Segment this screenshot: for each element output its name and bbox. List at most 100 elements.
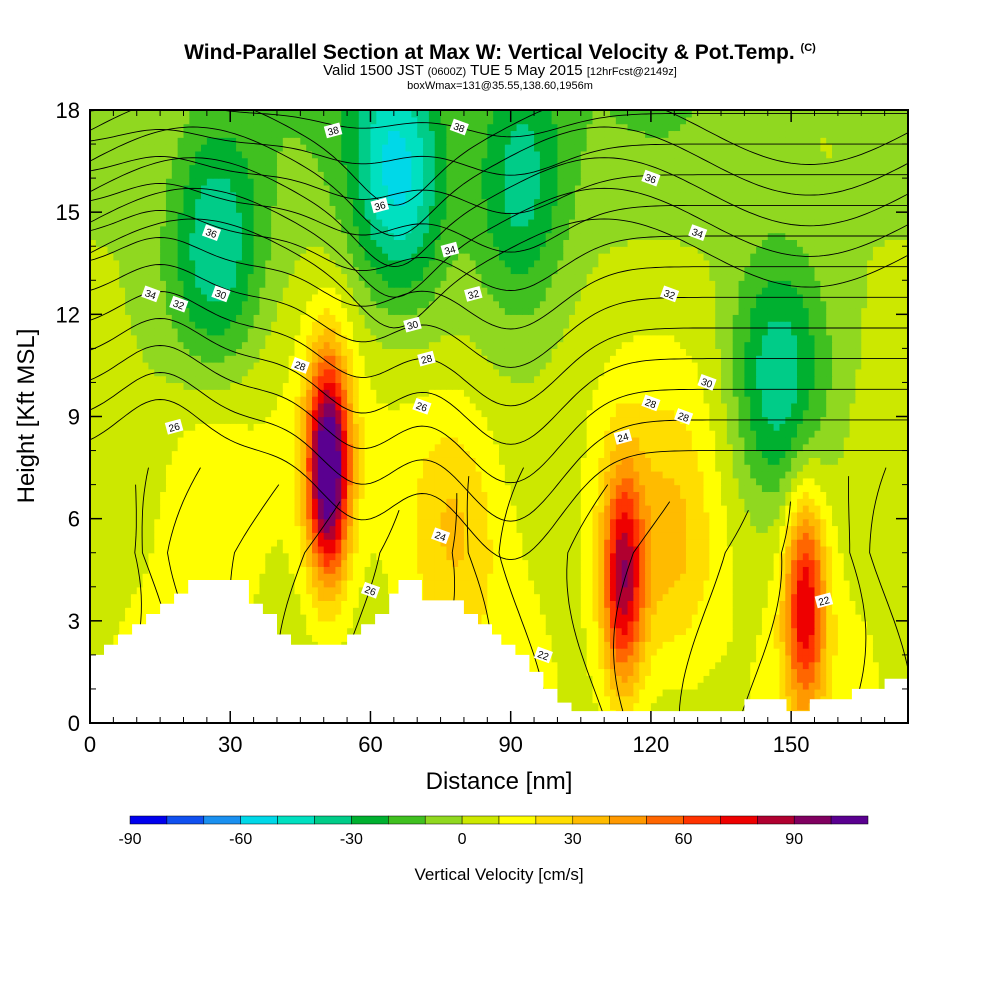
velocity-cell <box>814 552 821 561</box>
velocity-cell <box>820 498 827 506</box>
velocity-cell <box>446 579 453 588</box>
velocity-cell <box>685 682 693 690</box>
velocity-cell <box>177 573 185 581</box>
velocity-cell <box>615 682 623 690</box>
velocity-cell <box>610 518 617 527</box>
velocity-cell <box>650 620 658 629</box>
velocity-cell <box>160 518 167 527</box>
velocity-cell <box>177 532 185 540</box>
velocity-cell <box>791 573 798 581</box>
velocity-cell <box>493 545 500 554</box>
velocity-cell <box>890 668 897 676</box>
velocity-cell <box>341 491 348 499</box>
velocity-cell <box>148 484 155 493</box>
velocity-cell <box>534 607 541 615</box>
velocity-cell <box>808 579 816 588</box>
velocity-cell <box>767 661 775 670</box>
velocity-cell <box>341 614 348 622</box>
velocity-cell <box>808 518 816 527</box>
velocity-cell <box>843 614 851 622</box>
velocity-cell <box>779 661 786 670</box>
velocity-cell <box>95 648 103 656</box>
velocity-cell <box>721 505 728 513</box>
velocity-cell <box>428 539 436 547</box>
velocity-cell <box>399 505 407 513</box>
velocity-cell <box>615 586 623 595</box>
velocity-cell <box>580 579 588 588</box>
velocity-cell <box>703 532 710 540</box>
velocity-cell <box>750 511 757 520</box>
velocity-cell <box>849 593 857 601</box>
velocity-cell <box>604 661 611 670</box>
velocity-cell <box>580 573 588 581</box>
velocity-cell <box>165 491 173 499</box>
velocity-cell <box>621 668 629 676</box>
velocity-cell <box>604 654 611 663</box>
velocity-cell <box>890 654 897 663</box>
velocity-cell <box>703 648 710 656</box>
velocity-cell <box>703 484 710 493</box>
velocity-cell <box>171 545 179 554</box>
velocity-cell <box>417 525 424 533</box>
velocity-cell <box>791 668 798 676</box>
velocity-cell <box>557 648 564 656</box>
velocity-cell <box>551 593 559 601</box>
velocity-cell <box>119 477 126 486</box>
velocity-cell <box>610 695 617 704</box>
velocity-cell <box>323 559 331 567</box>
velocity-cell <box>674 688 681 697</box>
velocity-cell <box>317 579 325 588</box>
velocity-cell <box>837 505 845 513</box>
velocity-cell <box>779 566 786 574</box>
velocity-cell <box>294 607 301 615</box>
velocity-cell <box>165 484 173 493</box>
velocity-cell <box>95 593 103 601</box>
velocity-cell <box>230 518 237 527</box>
velocity-cell <box>142 593 150 601</box>
velocity-cell <box>832 641 839 649</box>
velocity-cell <box>621 620 629 629</box>
velocity-cell <box>639 593 646 601</box>
velocity-cell <box>843 559 851 567</box>
velocity-cell <box>358 579 366 588</box>
velocity-cell <box>306 620 313 629</box>
velocity-cell <box>510 545 518 554</box>
velocity-cell <box>884 498 892 506</box>
velocity-cell <box>732 566 740 574</box>
velocity-cell <box>469 607 477 615</box>
velocity-cell <box>545 518 553 527</box>
velocity-cell <box>843 579 851 588</box>
velocity-cell <box>604 614 611 622</box>
velocity-cell <box>551 559 559 567</box>
velocity-cell <box>271 593 278 601</box>
velocity-cell <box>195 559 202 567</box>
velocity-cell <box>294 579 301 588</box>
velocity-cell <box>399 498 407 506</box>
velocity-cell <box>148 607 155 615</box>
velocity-cell <box>580 539 588 547</box>
velocity-cell <box>691 525 699 533</box>
velocity-cell <box>574 661 582 670</box>
velocity-cell <box>183 525 190 533</box>
velocity-cell <box>639 532 646 540</box>
velocity-cell <box>773 648 781 656</box>
velocity-cell <box>534 498 541 506</box>
velocity-cell <box>896 573 903 581</box>
velocity-cell <box>890 511 897 520</box>
velocity-cell <box>615 525 623 533</box>
velocity-cell <box>323 545 331 554</box>
velocity-cell <box>709 627 716 636</box>
velocity-cell <box>563 607 570 615</box>
velocity-cell <box>574 545 582 554</box>
velocity-cell <box>183 511 190 520</box>
velocity-cell <box>195 545 202 554</box>
velocity-cell <box>872 505 880 513</box>
velocity-cell <box>276 491 284 499</box>
velocity-cell <box>656 627 664 636</box>
velocity-cell <box>849 573 857 581</box>
velocity-cell <box>703 661 710 670</box>
velocity-cell <box>510 620 518 629</box>
velocity-cell <box>656 675 664 683</box>
velocity-cell <box>469 491 477 499</box>
velocity-cell <box>95 573 103 581</box>
